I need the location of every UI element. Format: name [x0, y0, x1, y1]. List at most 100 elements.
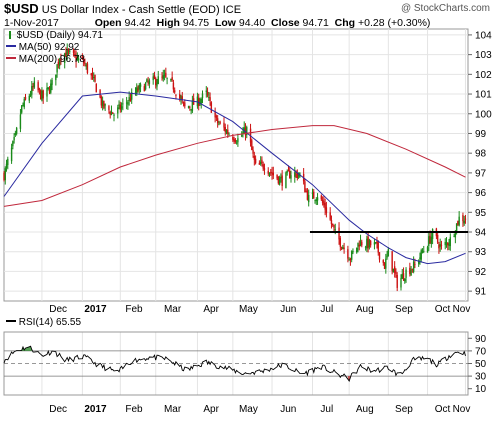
price-candle-body [23, 99, 25, 108]
price-y-tick: 98 [475, 149, 487, 160]
price-candle-body [426, 247, 429, 253]
price-x-tick: Feb [125, 304, 143, 315]
rsi-swatch [6, 320, 16, 322]
price-candle-body [448, 244, 450, 247]
price-candle-body [240, 135, 243, 137]
price-candle-body [352, 250, 354, 253]
price-candle-body [286, 171, 288, 173]
legend-ma200-label: MA(200) 96.78 [18, 54, 85, 65]
price-candle-body [166, 78, 168, 79]
price-candle-body [38, 88, 41, 90]
price-candle-body [449, 237, 451, 247]
price-candle-body [218, 123, 220, 125]
price-candle-body [455, 223, 458, 233]
price-candle-body [350, 251, 353, 260]
price-candle-body [208, 96, 210, 98]
price-candle-body [232, 136, 234, 140]
price-candle-body [364, 246, 367, 248]
price-candle-body [152, 76, 154, 81]
price-candle-body [104, 104, 106, 106]
price-candle-body [139, 84, 142, 87]
price-candle-body [206, 91, 209, 96]
price-candle-body [447, 242, 449, 246]
price-candle-body [86, 63, 89, 73]
price-candle-body [342, 247, 344, 250]
price-candle-body [155, 78, 157, 86]
price-x-tick: Aug [356, 304, 374, 315]
price-candle-body [316, 197, 319, 201]
price-candle-body [172, 82, 175, 90]
price-candle-body [258, 162, 261, 165]
rsi-x-tick: Oct [435, 404, 451, 415]
price-y-tick: 92 [475, 267, 487, 278]
symbol: $USD [4, 1, 39, 16]
price-candle-body [444, 241, 446, 246]
price-candle-body [180, 98, 182, 100]
price-candle-body [396, 274, 398, 288]
rsi-x-tick: Feb [125, 404, 143, 415]
price-candle-body [93, 76, 95, 79]
price-panel-frame [3, 28, 469, 302]
price-candle-body [173, 90, 176, 93]
price-candle-body [90, 73, 92, 76]
price-y-tick: 104 [475, 30, 492, 41]
price-candle-body [103, 100, 105, 108]
price-candle-body [315, 199, 317, 202]
rsi-x-tick: Mar [164, 404, 182, 415]
price-candle-body [440, 244, 443, 246]
quote-date: 1-Nov-2017 [4, 17, 59, 29]
price-x-tick: 2017 [84, 304, 107, 315]
rsi-x-tick: Apr [203, 404, 219, 415]
price-candle-body [462, 215, 464, 222]
rsi-x-tick: Jun [280, 404, 296, 415]
price-candle-body [429, 235, 431, 244]
price-candle-body [334, 229, 336, 231]
legend-price-label: $USD (Daily) 94.71 [16, 30, 103, 41]
price-candle-body [12, 141, 14, 147]
price-candle-body [28, 95, 30, 101]
price-candle-body [348, 259, 350, 261]
price-candle-body [5, 163, 8, 168]
price-candle-body [382, 260, 384, 263]
rsi-x-tick: Sep [395, 404, 413, 415]
rsi-x-tick: Jul [320, 404, 333, 415]
price-candle-body [457, 221, 459, 225]
price-candle-body [253, 155, 256, 160]
price-candle-body [76, 57, 79, 60]
price-candle-body [261, 159, 263, 163]
ma200-line [3, 125, 466, 207]
price-candle-body [376, 241, 378, 244]
rsi-y-tick: 90 [475, 334, 487, 345]
price-candle-body [187, 106, 190, 109]
price-candle-body [210, 102, 213, 113]
price-candle-body [438, 244, 440, 249]
price-candle-body [305, 190, 307, 192]
price-candle-body [287, 170, 290, 172]
price-candle-body [14, 132, 17, 135]
rsi-x-tick: Nov [453, 404, 471, 415]
price-candle-body [58, 59, 61, 66]
price-candle-body [431, 229, 434, 240]
price-candle-body [325, 207, 328, 214]
price-y-tick: 96 [475, 188, 487, 199]
legend-ma50: MA(50) 92.92 [6, 42, 79, 53]
price-candle-body [251, 140, 253, 151]
price-candle-body [262, 164, 264, 169]
price-candle-body [95, 83, 97, 93]
price-candle-body [417, 261, 420, 264]
low-value: 94.40 [238, 17, 266, 29]
price-candle-body [276, 174, 278, 179]
price-candle-body [74, 53, 76, 56]
price-candle-body [297, 174, 300, 176]
price-candle-body [138, 84, 140, 90]
price-candle-body [339, 238, 342, 247]
price-candle-body [267, 170, 269, 174]
price-candle-body [94, 74, 96, 82]
price-candle-body [216, 118, 219, 124]
price-candle-body [395, 271, 397, 275]
price-candle-body [165, 72, 167, 77]
price-candle-body [201, 93, 204, 99]
price-candle-body [41, 90, 43, 101]
price-candle-body [401, 274, 403, 279]
